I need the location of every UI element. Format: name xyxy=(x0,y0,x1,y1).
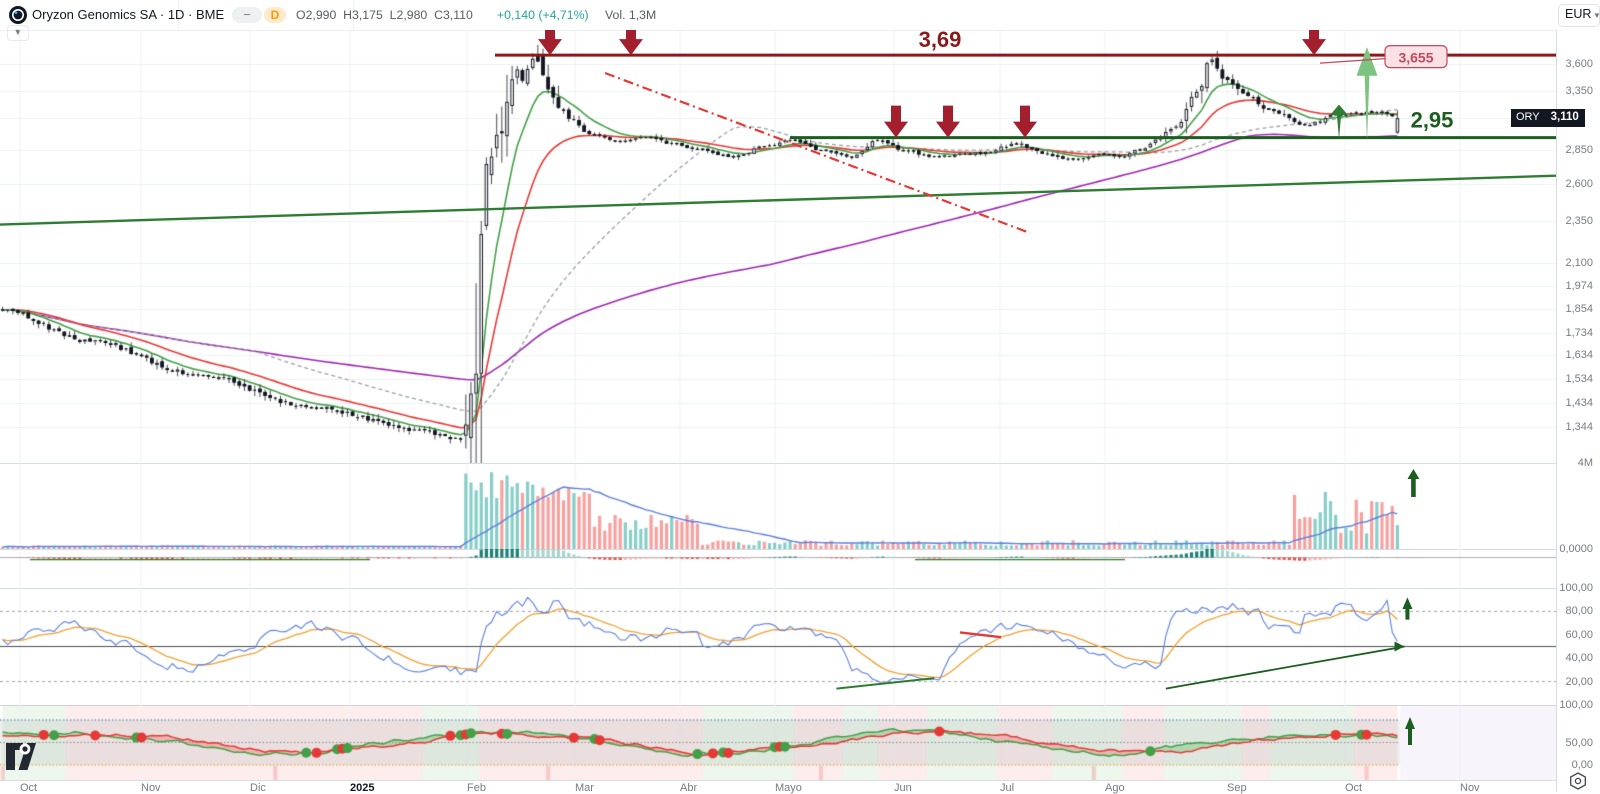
svg-text:3,655: 3,655 xyxy=(1398,50,1433,66)
svg-text:2,95: 2,95 xyxy=(1411,108,1454,133)
svg-text:3,69: 3,69 xyxy=(919,30,962,52)
